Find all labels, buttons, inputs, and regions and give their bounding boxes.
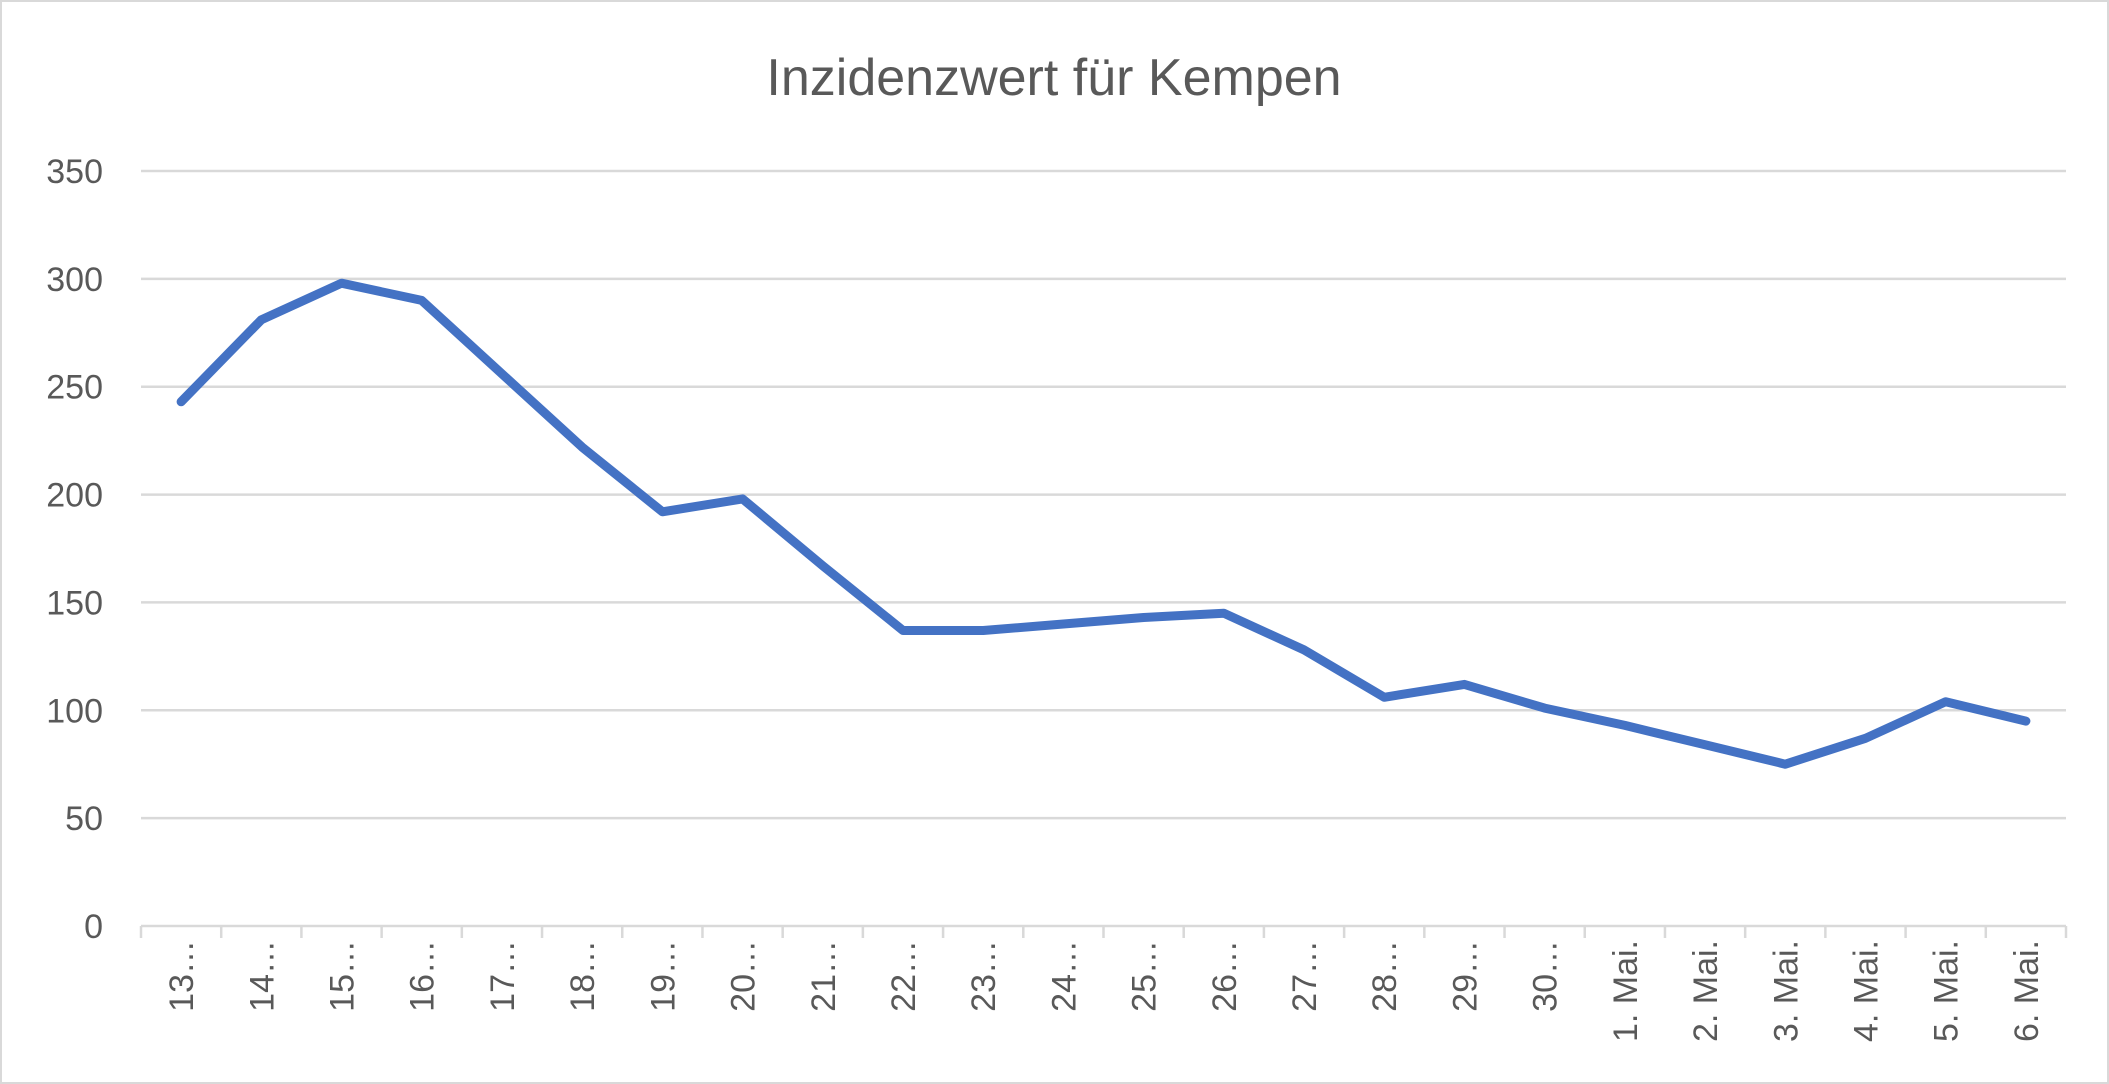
x-tick-label: 16… [404,940,442,1012]
chart-title: Inzidenzwert für Kempen [766,49,1341,107]
x-tick-label: 30… [1527,940,1565,1012]
x-tick-label: 29… [1446,940,1484,1012]
x-tick-label: 4. Mai. [1847,940,1885,1042]
x-tick-label: 20… [725,940,763,1012]
x-tick-label: 28… [1366,940,1404,1012]
series-layer [176,278,2031,769]
x-tick-label: 22… [885,940,923,1012]
y-tick-label: 250 [46,369,103,407]
x-tick-label: 21… [805,940,843,1012]
x-tick-label: 26… [1206,940,1244,1012]
x-tick-label: 24… [1045,940,1083,1012]
y-tick-label: 150 [46,584,103,622]
y-tick-label: 350 [46,153,103,191]
x-axis-ticks: 13… 14… 15… 16… 17… 18… 19… 20… 21… 22… 23… 24… 25… 2… [163,940,2046,1042]
x-tick-label: 23… [965,940,1003,1012]
x-tick-label: 15… [324,940,362,1012]
y-tick-label: 0 [84,908,103,946]
y-tick-label: 200 [46,477,103,515]
x-tick-label: 27… [1286,940,1324,1012]
x-tick-label: 6. Mai. [2008,940,2046,1042]
x-axis [139,924,2068,938]
y-tick-label: 300 [46,261,103,299]
x-tick-label: 25… [1126,940,1164,1012]
x-tick-label: 14… [243,940,281,1012]
x-tick-label: 13… [163,940,201,1012]
x-tick-label: 1. Mai. [1607,940,1645,1042]
x-tick-label: 18… [564,940,602,1012]
y-tick-label: 50 [65,800,103,838]
gridlines [141,169,2066,820]
series-line [176,278,2031,769]
x-tick-label: 17… [484,940,522,1012]
x-tick-label: 5. Mai. [1928,940,1966,1042]
x-tick-label: 2. Mai. [1687,940,1725,1042]
y-tick-label: 100 [46,692,103,730]
x-tick-label: 19… [644,940,682,1012]
y-axis-ticks: 0 50 100 150 200 250 300 350 [46,153,103,946]
x-tick-label: 3. Mai. [1767,940,1805,1042]
